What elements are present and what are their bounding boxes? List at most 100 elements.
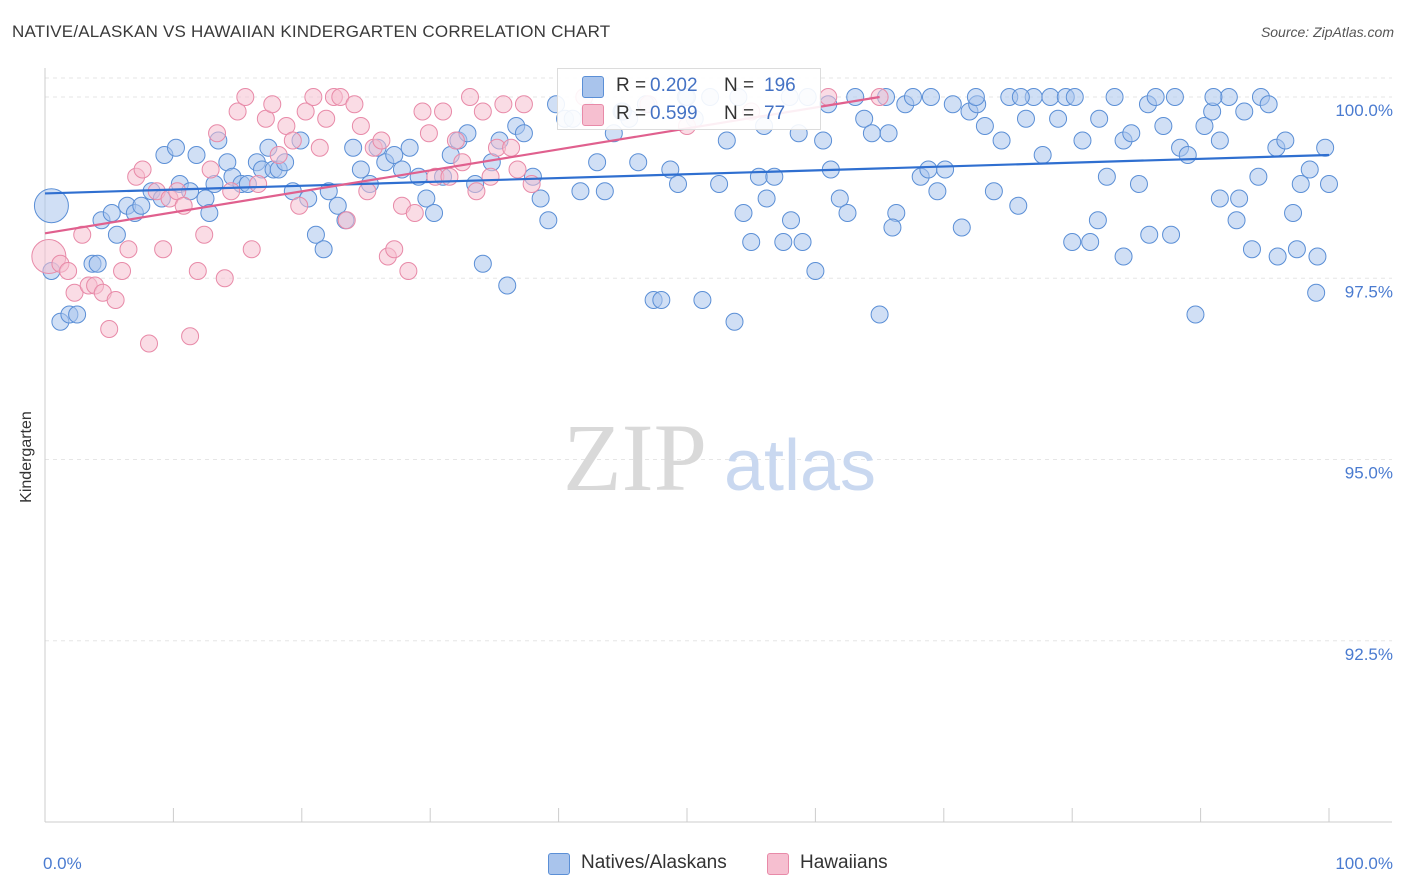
y-tick-label: 100.0%: [1335, 101, 1393, 120]
bottom-legend-swatch-natives: [548, 853, 570, 875]
natives-point: [883, 218, 902, 237]
hawaiians-point: [263, 95, 282, 114]
natives-point: [1284, 204, 1303, 222]
natives-point: [1146, 88, 1165, 106]
hawaiians-point: [351, 117, 370, 135]
hawaiians-point: [440, 167, 459, 186]
x-tick-label: 0.0%: [43, 854, 82, 873]
hawaiians-point: [310, 138, 329, 157]
natives-point: [514, 124, 533, 143]
y-tick-label: 95.0%: [1345, 464, 1393, 483]
natives-point: [806, 262, 825, 280]
natives-point: [1268, 247, 1287, 266]
natives-point: [975, 117, 994, 135]
natives-point: [1230, 189, 1249, 208]
watermark: ZIP atlas: [563, 404, 876, 511]
hawaiians-point: [290, 196, 309, 215]
hawaiians-point: [405, 204, 424, 222]
natives-point: [1204, 88, 1223, 106]
hawaiians-point: [133, 160, 152, 179]
natives-point: [88, 254, 107, 273]
hawaiians-point: [222, 182, 241, 201]
natives-point: [1162, 225, 1181, 244]
hawaiians-point: [419, 124, 438, 143]
natives-point: [862, 124, 881, 143]
natives-point: [344, 138, 363, 157]
hawaiians-point: [140, 334, 159, 353]
natives-point: [1011, 88, 1030, 106]
hawaiians-point: [399, 262, 418, 280]
natives-point: [879, 124, 898, 143]
natives-point: [693, 291, 712, 309]
y-tick-label: 92.5%: [1345, 645, 1393, 664]
tick-labels: 100.0% 97.5% 95.0% 92.5% 0.0% 100.0%: [43, 101, 1393, 873]
natives-point: [1316, 138, 1335, 157]
hawaiians-point: [372, 131, 391, 150]
natives-point: [669, 175, 688, 193]
natives-point: [1307, 283, 1326, 302]
hawaiians-point: [358, 182, 377, 201]
natives-point: [793, 233, 812, 251]
natives-point: [1105, 88, 1124, 106]
hawaiians-point: [508, 160, 527, 179]
natives-point: [1154, 117, 1173, 135]
natives-point: [1320, 175, 1338, 193]
natives-point: [314, 240, 333, 259]
natives-point: [870, 305, 889, 324]
natives-point: [725, 312, 744, 331]
natives-point: [425, 204, 444, 222]
natives-point: [919, 160, 938, 179]
natives-point: [1259, 95, 1278, 114]
natives-point: [1081, 233, 1100, 251]
hawaiians-point: [331, 88, 350, 106]
natives-point: [417, 189, 436, 208]
natives-point: [187, 146, 206, 164]
hawaiians-point: [100, 320, 119, 338]
natives-point: [306, 225, 325, 244]
watermark-atlas: atlas: [724, 426, 876, 506]
natives-point: [1016, 109, 1035, 128]
natives-point: [1063, 233, 1082, 251]
hawaiians-point: [461, 88, 480, 106]
natives-point: [629, 153, 648, 172]
natives-point: [830, 189, 849, 208]
natives-point: [966, 88, 985, 106]
natives-point: [1122, 124, 1141, 143]
bottom-legend-label: Natives/Alaskans: [581, 852, 727, 873]
natives-point: [1210, 189, 1229, 208]
natives-point: [1097, 167, 1116, 186]
hawaiians-point: [494, 95, 513, 114]
hawaiians-point: [514, 95, 533, 114]
hawaiians-point: [337, 211, 356, 230]
natives-point: [782, 211, 801, 230]
natives-point: [1088, 211, 1107, 230]
y-axis-label: Kindergarten: [18, 411, 35, 503]
natives-point: [166, 138, 185, 157]
natives-point: [595, 182, 614, 201]
hawaiians-point: [59, 262, 78, 280]
natives-point: [921, 88, 940, 106]
natives-trend-line: [44, 153, 1330, 195]
natives-point: [385, 146, 404, 164]
legend-n-label: N =: [724, 103, 755, 124]
natives-point: [1178, 146, 1197, 164]
legend-n-value: 196: [764, 75, 796, 96]
natives-point: [102, 204, 121, 222]
hawaiians-point: [201, 160, 220, 179]
natives-point: [1227, 211, 1246, 230]
correlation-legend: R = 0.202 N = 196 R = 0.599 N = 77: [557, 68, 821, 130]
hawaiians-point: [434, 102, 453, 121]
natives-point: [1073, 131, 1092, 150]
hawaiians-point: [304, 88, 323, 106]
hawaiians-point: [473, 102, 492, 121]
y-tick-label: 97.5%: [1345, 282, 1393, 301]
natives-point: [1009, 196, 1028, 215]
natives-point: [1249, 167, 1268, 186]
natives-point: [539, 211, 558, 230]
legend-row-hawaiians: R = 0.599 N = 77: [558, 100, 820, 128]
hawaiians-point: [215, 269, 234, 288]
hawaiians-point: [446, 131, 465, 150]
natives-point: [984, 182, 1003, 201]
chart-title: NATIVE/ALASKAN VS HAWAIIAN KINDERGARTEN …: [12, 22, 611, 41]
hawaiians-point: [269, 146, 288, 164]
